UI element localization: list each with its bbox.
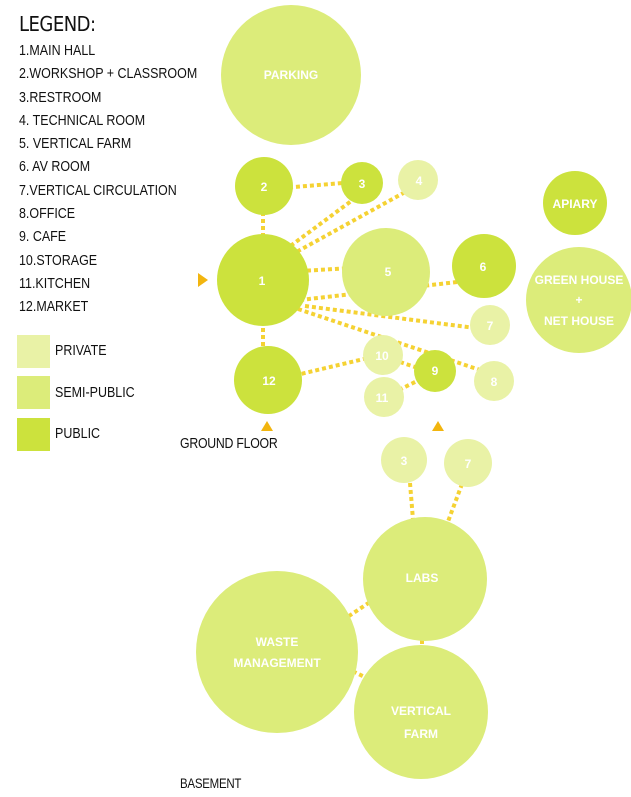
legend-item: 5. VERTICAL FARM (19, 136, 132, 153)
node-4-label: 4 (416, 174, 423, 188)
public-key-label: PUBLIC (55, 426, 101, 442)
private-key-label: PRIVATE (55, 343, 107, 359)
greenhouse-bubble (526, 247, 631, 353)
waste-label-line1: WASTE (256, 635, 299, 649)
basement-node-7-label: 7 (465, 457, 472, 471)
legend: LEGEND: 1.MAIN HALL 2.WORKSHOP + CLASSRO… (19, 12, 226, 320)
apiary-bubble (543, 171, 607, 235)
node-2-workshop-bubble (235, 157, 293, 215)
apiary-label: APIARY (553, 197, 598, 211)
public-swatch (17, 418, 50, 451)
basement-node-3-bubble (381, 437, 427, 483)
legend-item: 12.MARKET (19, 299, 89, 316)
basement-node-3-label: 3 (401, 454, 408, 468)
node-8-office-bubble (474, 361, 514, 401)
node-7-circulation-bubble (470, 305, 510, 345)
labs-bubble (363, 517, 487, 641)
node-5-label: 5 (385, 265, 392, 279)
bubble-labels: PARKING APIARY GREEN HOUSE + NET HOUSE 1… (233, 68, 623, 741)
node-12-label: 12 (262, 374, 276, 388)
parking-label: PARKING (264, 68, 318, 82)
vertical-farm-basement-bubble (354, 645, 488, 779)
parking-bubble (221, 5, 361, 145)
greenhouse-label-line1: GREEN HOUSE (535, 273, 624, 287)
node-6-av-room-bubble (452, 234, 516, 298)
node-9-label: 9 (432, 364, 439, 378)
node-11-kitchen-bubble (364, 377, 404, 417)
legend-item: 10.STORAGE (19, 252, 98, 269)
node-1-label: 1 (259, 274, 266, 288)
waste-management-bubble (196, 571, 358, 733)
legend-item: 6. AV ROOM (19, 159, 91, 176)
greenhouse-label-line2: NET HOUSE (544, 314, 614, 328)
connector-line (408, 482, 416, 533)
node-3-label: 3 (359, 177, 366, 191)
legend-list: 1.MAIN HALL 2.WORKSHOP + CLASSROOM 3.RES… (19, 40, 226, 320)
connector-line (398, 378, 420, 392)
waste-label-line2: MANAGEMENT (233, 656, 321, 670)
legend-item: 4. TECHNICAL ROOM (19, 112, 146, 129)
semi-public-key-label: SEMI-PUBLIC (55, 385, 135, 401)
bubbles (196, 5, 631, 779)
node-8-label: 8 (491, 375, 498, 389)
main-entry-arrow-icon (198, 273, 208, 287)
cafe-entry-arrow-icon (432, 421, 444, 431)
connector-line (297, 307, 481, 372)
labs-label: LABS (406, 571, 439, 585)
connector-line (399, 360, 422, 371)
node-11-label: 11 (376, 391, 389, 405)
semi-public-swatch (17, 376, 50, 409)
node-3-restroom-bubble (341, 162, 383, 204)
legend-item: 8.OFFICE (19, 206, 76, 223)
legend-item: 3.RESTROOM (19, 89, 102, 106)
basement-label: BASEMENT (180, 775, 242, 791)
node-7-label: 7 (487, 319, 494, 333)
node-9-cafe-bubble (414, 350, 456, 392)
vfarm-label-line1: VERTICAL (391, 704, 451, 718)
connector-line (290, 189, 408, 257)
node-12-market-bubble (234, 346, 302, 414)
basement-node-7-bubble (444, 439, 492, 487)
entry-arrows (198, 273, 444, 431)
node-2-label: 2 (261, 180, 268, 194)
greenhouse-label-plus: + (575, 293, 582, 307)
legend-title: LEGEND: (19, 12, 96, 36)
node-6-label: 6 (480, 260, 487, 274)
private-swatch (17, 335, 50, 368)
legend-item: 7.VERTICAL CIRCULATION (19, 182, 177, 199)
connector-line (283, 194, 360, 252)
node-10-label: 10 (375, 349, 389, 363)
node-10-storage-bubble (363, 335, 403, 375)
node-1-main-hall-bubble (217, 234, 309, 326)
node-4-technical-bubble (398, 160, 438, 200)
connector-line (304, 304, 476, 330)
ground-floor-label: GROUND FLOOR (180, 435, 278, 452)
node-5-vertical-farm-bubble (342, 228, 430, 316)
legend-item: 2.WORKSHOP + CLASSROOM (19, 66, 198, 83)
legend-item: 9. CAFE (19, 229, 67, 246)
market-entry-arrow-icon (261, 421, 273, 431)
vfarm-label-line2: FARM (404, 727, 438, 741)
legend-item: 11.KITCHEN (19, 275, 91, 292)
legend-item: 1.MAIN HALL (19, 43, 96, 59)
